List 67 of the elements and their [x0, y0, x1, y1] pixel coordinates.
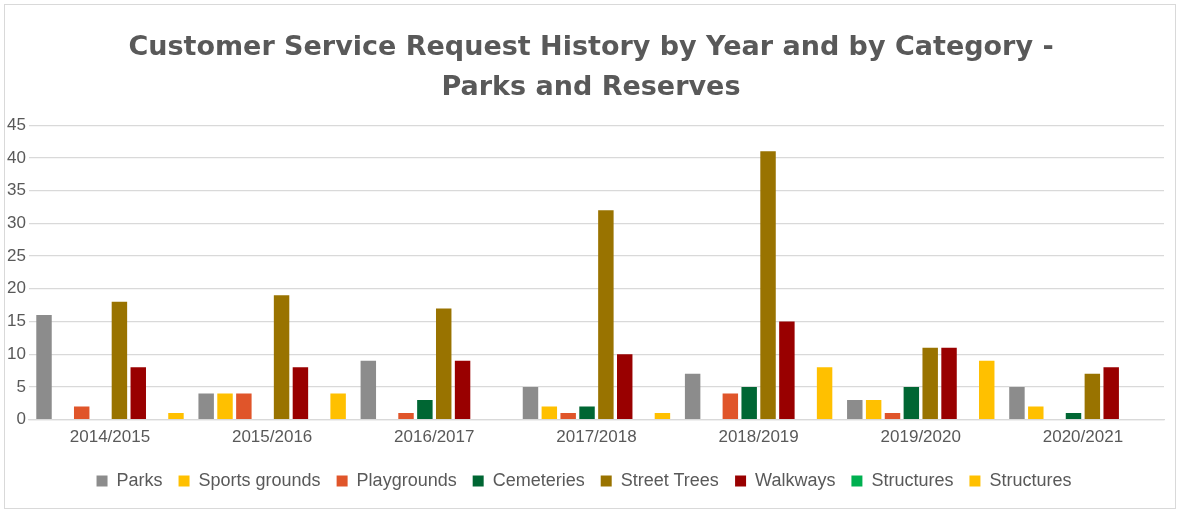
x-tick-label: 2018/2019	[718, 427, 799, 447]
y-tick-label: 35	[6, 180, 26, 200]
bar	[865, 399, 882, 419]
bar	[579, 406, 595, 419]
x-tick-label: 2015/2016	[231, 427, 313, 447]
bar	[779, 321, 795, 419]
y-tick-label: 5	[16, 376, 26, 396]
y-tick-label: 25	[6, 245, 26, 265]
bar	[1084, 373, 1101, 419]
bar	[617, 354, 633, 419]
bar	[198, 393, 214, 419]
bar	[884, 413, 901, 419]
y-tick-label: 15	[6, 311, 26, 331]
y-tick-label: 40	[6, 147, 26, 167]
bar	[1103, 367, 1119, 419]
y-tick-label: 20	[6, 278, 26, 298]
legend-label: Parks	[116, 469, 163, 490]
bar	[454, 360, 471, 419]
bar	[741, 386, 757, 419]
bar	[217, 393, 233, 419]
y-tick-label: 10	[6, 343, 26, 363]
bar	[598, 210, 614, 419]
bar	[979, 360, 995, 419]
y-tick-label: 0	[16, 409, 26, 429]
bar	[1009, 386, 1025, 419]
legend-label: Playgrounds	[356, 469, 457, 490]
legend-label: Walkways	[755, 469, 836, 490]
bar	[130, 367, 146, 419]
bar	[36, 314, 52, 419]
x-tick-label: 2016/2017	[394, 427, 475, 447]
legend-label: Structures	[989, 469, 1072, 490]
bar	[398, 413, 414, 419]
legend-label: Street Trees	[620, 469, 719, 490]
bar	[111, 301, 128, 419]
legend-label: Sports grounds	[198, 469, 321, 490]
bar	[847, 399, 863, 419]
bar	[941, 347, 957, 419]
bar	[168, 413, 184, 419]
bar	[292, 367, 309, 419]
bar	[436, 308, 452, 419]
bar	[922, 347, 938, 419]
x-tick-label: 2017/2018	[556, 427, 637, 447]
chart-title: Customer Service Request History by Year and by Category - Parks and Reserves	[127, 29, 1055, 103]
y-tick-label: 45	[6, 114, 26, 134]
legend-label: Structures	[871, 469, 954, 490]
bar	[1028, 406, 1044, 419]
bar	[417, 399, 433, 419]
bar	[360, 360, 377, 419]
x-tick-label: 2020/2021	[1042, 427, 1124, 447]
bar	[273, 295, 290, 419]
x-tick-label: 2019/2020	[880, 427, 961, 447]
bar	[816, 367, 833, 419]
bar	[560, 413, 576, 419]
bar	[684, 373, 701, 419]
bar	[541, 406, 558, 419]
bar	[236, 393, 252, 419]
bar	[73, 406, 90, 419]
bar	[722, 393, 739, 419]
bar	[760, 151, 776, 419]
bar	[654, 413, 671, 419]
bar	[522, 386, 539, 419]
bar	[903, 386, 920, 419]
legend-label: Cemeteries	[492, 469, 585, 490]
bar	[1065, 413, 1082, 419]
y-tick-label: 30	[6, 213, 26, 233]
bar	[330, 393, 346, 419]
x-tick-label: 2014/2015	[69, 427, 151, 447]
